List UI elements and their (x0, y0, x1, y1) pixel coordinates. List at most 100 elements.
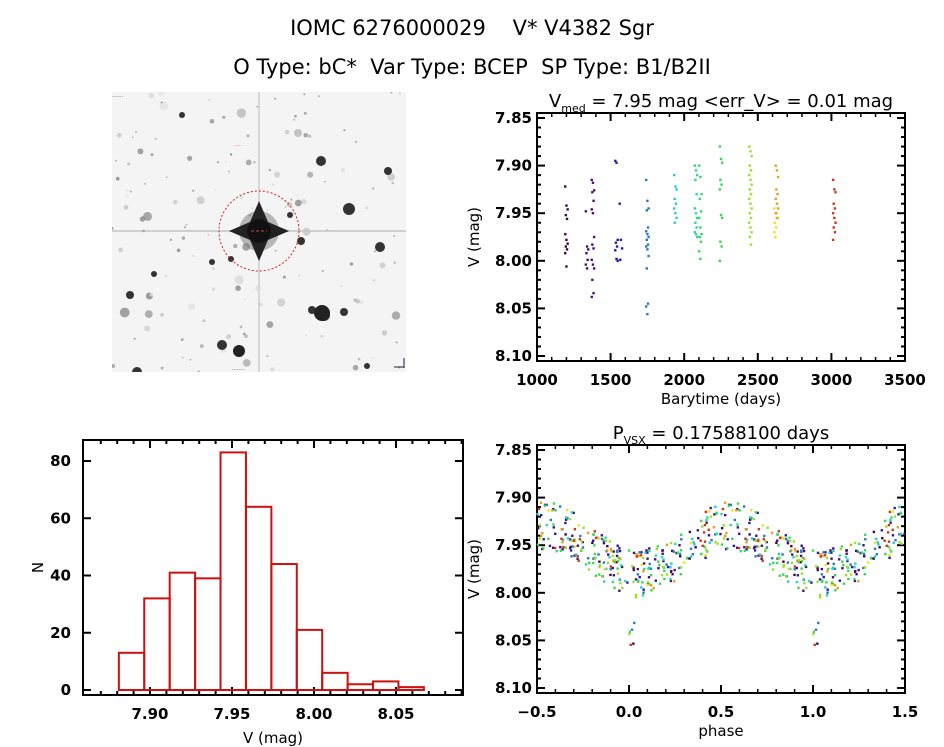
phase-curve-point (691, 553, 695, 556)
phase-curve-point (587, 568, 591, 571)
field-star (290, 198, 293, 201)
light-curve-point (645, 245, 648, 248)
phase-curve-point (714, 541, 717, 544)
phase-curve-point (611, 580, 615, 584)
bright-star (343, 203, 355, 215)
field-star (256, 105, 259, 108)
phase-curve-point (672, 550, 676, 553)
light-curve-point (748, 221, 751, 224)
phase-curve-point (660, 555, 664, 559)
light-curve-point (693, 207, 696, 210)
phase-curve-point (702, 531, 706, 534)
phase-curve-point (832, 566, 835, 569)
phase-curve-point (888, 556, 891, 560)
phase-curve-point (547, 509, 550, 512)
phase-curve-point (586, 531, 590, 535)
phase-curve-point (722, 524, 725, 527)
phase-curve-point (620, 564, 623, 567)
y-tick-label: 7.95 (495, 536, 532, 554)
phase-curve-point (662, 559, 665, 563)
phase-curve-point (831, 576, 835, 579)
light-curve-point (591, 181, 595, 184)
plot-title-rest: = 0.17588100 days (646, 423, 830, 444)
phase-curve-point (554, 509, 557, 512)
phase-curve-point (760, 557, 763, 561)
phase-curve-point (637, 554, 640, 558)
light-curve-point (590, 295, 593, 299)
bright-star (316, 156, 326, 166)
phase-curve-point (849, 543, 853, 547)
phase-curve-point (863, 566, 867, 569)
light-curve-point (614, 241, 618, 244)
phase-curve-point (748, 518, 752, 521)
field-star (118, 247, 123, 253)
phase-curve-point (784, 575, 788, 578)
light-curve-point (776, 192, 779, 196)
phase-curve-point (745, 538, 749, 541)
phase-curve-point (573, 545, 577, 549)
histogram-bar (346, 683, 375, 692)
phase-curve-point (777, 552, 781, 556)
phase-curve-point (593, 552, 597, 556)
phase-curve-point (878, 546, 881, 549)
phase-curve-point (635, 555, 638, 558)
phase-curve-point (707, 528, 710, 532)
phase-curve-point (657, 560, 660, 563)
phase-curve-point (890, 550, 893, 553)
phase-curve-point (551, 546, 555, 550)
light-curve-point (774, 226, 778, 229)
field-star (372, 279, 376, 282)
field-star (357, 357, 361, 361)
field-star (144, 310, 153, 318)
phase-curve-point (591, 539, 595, 542)
histogram-bar (244, 505, 273, 691)
phase-curve-point (788, 539, 792, 543)
phase-curve-point (679, 566, 683, 569)
field-star (283, 214, 286, 217)
light-curve-point (699, 175, 702, 179)
phase-curve-point (539, 501, 543, 504)
variable-type: Var Type: BCEP (370, 55, 528, 79)
phase-curve-point (778, 536, 782, 540)
phase-curve-point (826, 567, 830, 571)
phase-curve-point (775, 541, 778, 545)
light-curve-point (749, 202, 752, 205)
phase-curve-point (665, 573, 669, 576)
phase-curve-point (636, 567, 640, 571)
light-curve-point (694, 169, 698, 172)
phase-curve-point (765, 546, 769, 549)
phase-curve-point (669, 541, 673, 545)
field-star (349, 262, 354, 266)
phase-curve-point (784, 537, 788, 541)
field-star (303, 111, 307, 115)
light-curve-point (832, 202, 835, 205)
light-curve-point (564, 213, 568, 217)
field-star (354, 140, 358, 144)
phase-curve-point (558, 505, 562, 508)
field-star (255, 285, 262, 292)
x-tick-label: 1.5 (892, 703, 919, 721)
phase-curve-point (650, 589, 653, 592)
phase-curve-point (842, 582, 846, 585)
phase-curve-point (593, 557, 596, 561)
phase-curve-point (703, 540, 707, 543)
light-curve-point (584, 210, 588, 213)
phase-curve-point (838, 554, 842, 557)
phase-curve-point (733, 518, 737, 522)
phase-curve-point (890, 516, 893, 519)
phase-curve-point (646, 557, 649, 560)
phase-curve-point (772, 561, 775, 565)
phase-curve-point (764, 540, 767, 543)
light-curve-point (693, 231, 696, 234)
phase-curve-point (796, 550, 799, 553)
x-tick-label: 3000 (811, 371, 853, 389)
target-circle-marker (218, 190, 300, 272)
light-curve-point (615, 257, 618, 261)
phase-curve-point (552, 526, 556, 529)
phase-curve-point (602, 539, 605, 543)
phase-curve-point (823, 554, 827, 557)
field-star (165, 275, 168, 278)
phase-curve-point (892, 541, 895, 545)
phase-curve-point (893, 515, 897, 518)
phase-curve-point (768, 563, 772, 566)
